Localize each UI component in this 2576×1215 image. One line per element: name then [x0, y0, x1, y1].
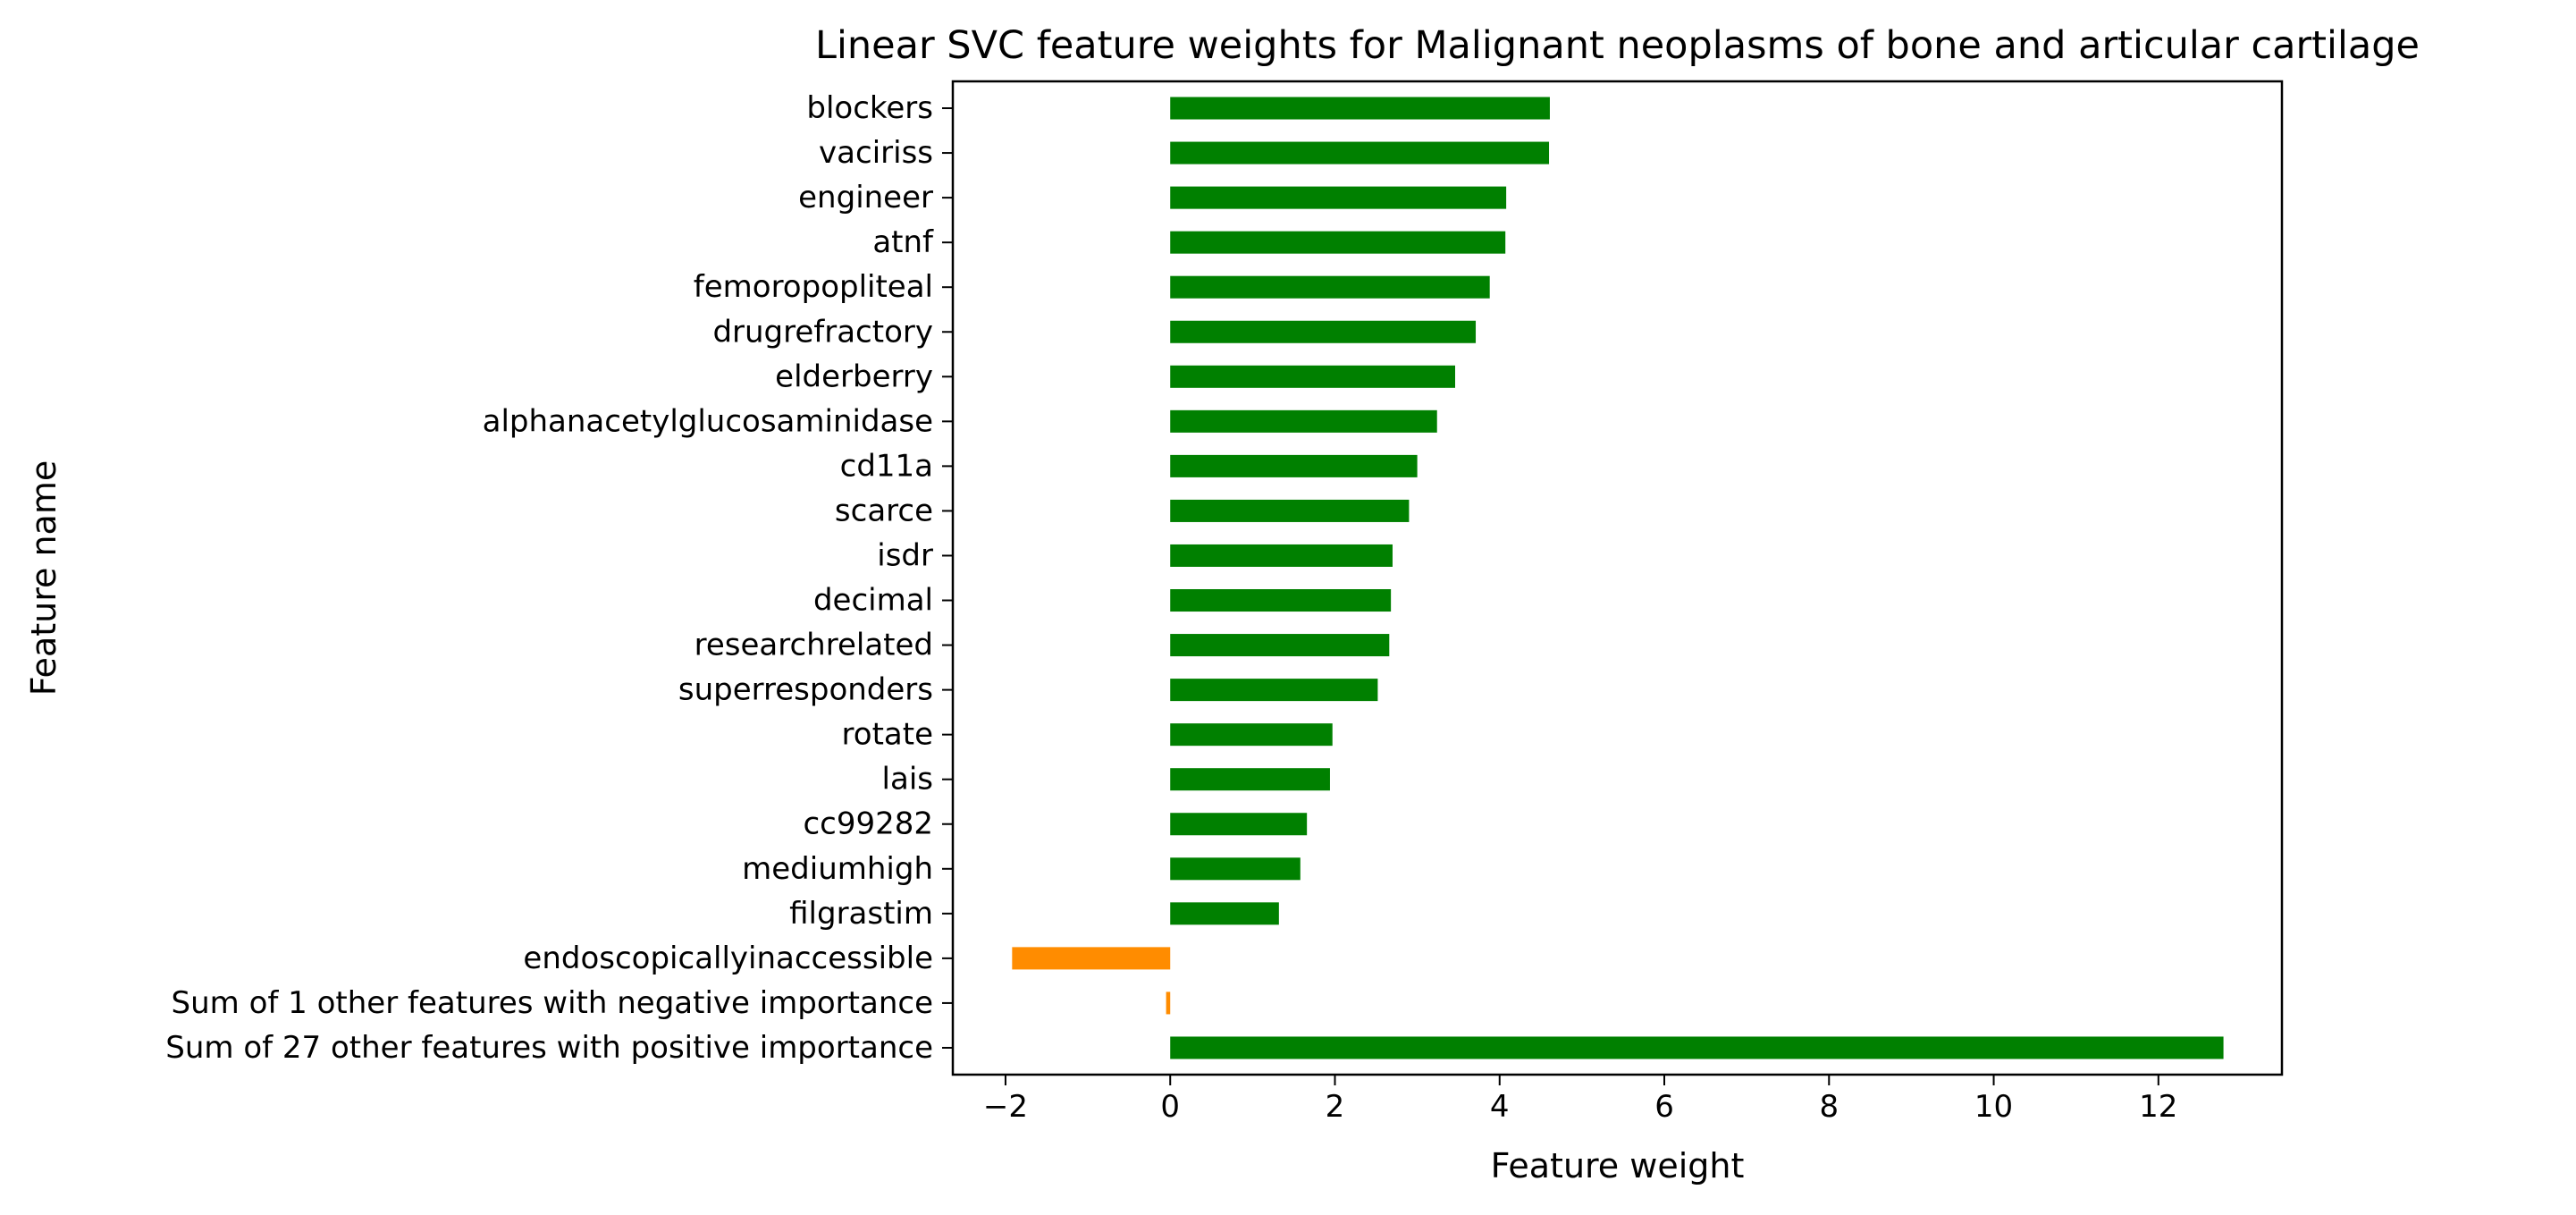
bar	[1170, 454, 1418, 477]
bar	[1170, 813, 1308, 836]
bar	[1012, 947, 1171, 970]
bar	[1170, 186, 1507, 209]
x-tick-label: 8	[1819, 1089, 1839, 1125]
y-tick-label: cc99282	[803, 806, 933, 842]
bars-layer	[1012, 97, 2224, 1059]
y-tick-label: mediumhigh	[742, 851, 933, 887]
y-tick-label: atnf	[872, 224, 934, 260]
x-tick-label: 6	[1654, 1089, 1674, 1125]
y-tick-label: vaciriss	[819, 135, 933, 171]
y-tick-label: rotate	[842, 717, 933, 753]
y-tick-label: filgrastim	[789, 896, 933, 932]
bar	[1170, 723, 1333, 747]
bar	[1170, 544, 1393, 567]
y-axis-ticks: blockers vaciriss engineer atnf femoropoplit…	[165, 90, 953, 1066]
y-tick-label: researchrelated	[695, 628, 933, 663]
y-tick-label: blockers	[806, 90, 933, 126]
y-tick-label: endoscopicallyinaccessible	[523, 941, 933, 976]
x-axis-ticks: −2 0 2 4 6 8 10 12	[983, 1075, 2177, 1125]
bar	[1170, 320, 1477, 343]
bar	[1170, 409, 1437, 433]
bar	[1170, 365, 1456, 388]
y-tick-label: Sum of 1 other features with negative im…	[172, 985, 933, 1021]
chart-title: Linear SVC feature weights for Malignant…	[815, 23, 2420, 68]
bar	[1170, 275, 1490, 299]
bar	[1166, 991, 1171, 1015]
y-tick-label: scarce	[835, 493, 933, 528]
x-tick-label: 4	[1490, 1089, 1510, 1125]
bar	[1170, 141, 1550, 165]
x-tick-label: 0	[1160, 1089, 1180, 1125]
x-axis-label: Feature weight	[1491, 1146, 1745, 1185]
bar	[1170, 679, 1378, 702]
y-tick-label: decimal	[813, 583, 933, 619]
y-tick-label: lais	[882, 762, 933, 797]
y-tick-label: Sum of 27 other features with positive i…	[165, 1030, 933, 1066]
x-tick-label: 12	[2139, 1089, 2177, 1125]
y-tick-label: alphanacetylglucosaminidase	[483, 403, 933, 439]
x-tick-label: 2	[1326, 1089, 1345, 1125]
y-tick-label: isdr	[877, 537, 933, 573]
bar	[1170, 1036, 2224, 1059]
bar	[1170, 97, 1550, 120]
bar	[1170, 768, 1330, 791]
y-tick-label: femoropopliteal	[694, 269, 933, 305]
bar	[1170, 499, 1410, 522]
bar	[1170, 231, 1506, 254]
bar	[1170, 857, 1301, 881]
y-tick-label: superresponders	[678, 672, 933, 708]
y-tick-label: engineer	[798, 180, 933, 215]
y-tick-label: cd11a	[840, 448, 933, 484]
x-tick-label: 10	[1974, 1089, 2013, 1125]
y-tick-label: elderberry	[775, 359, 933, 394]
y-tick-label: drugrefractory	[712, 314, 933, 350]
x-tick-label: −2	[983, 1089, 1028, 1125]
y-axis-label: Feature name	[24, 460, 63, 696]
bar	[1170, 902, 1279, 925]
plot-frame	[951, 80, 2284, 1076]
bar	[1170, 589, 1392, 612]
bar	[1170, 634, 1390, 657]
